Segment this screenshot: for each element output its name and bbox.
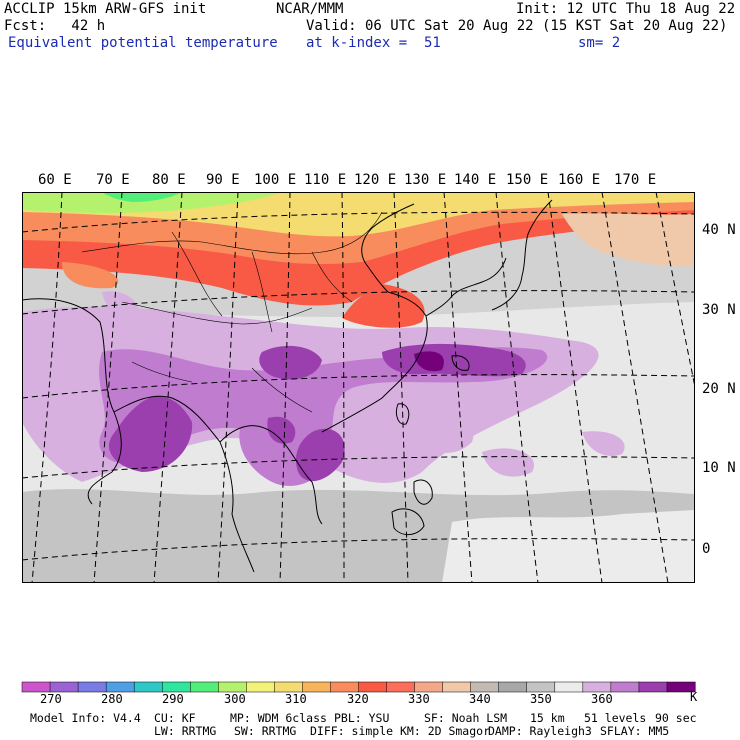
lon-label: 170 E [614, 172, 657, 188]
colorbar-cell [49, 681, 79, 693]
level-label: at k-index = 51 [306, 35, 441, 51]
colorbar-tick: 350 [530, 692, 552, 706]
resolution: 15 km [530, 711, 565, 725]
colorbar-cell [610, 681, 640, 693]
colorbar-tick: 340 [469, 692, 491, 706]
model-title: ACCLIP 15km ARW-GFS init [4, 1, 207, 17]
forecast-hour: Fcst: 42 h [4, 18, 106, 34]
colorbar-tick: 300 [224, 692, 246, 706]
theta-e-map [22, 192, 695, 583]
colorbar-tick: 360 [591, 692, 613, 706]
init-time: Init: 12 UTC Thu 18 Aug 22 [516, 1, 736, 17]
colorbar-cell [358, 681, 388, 693]
colorbar-cell [442, 681, 472, 693]
levels: 51 levels [584, 711, 647, 725]
colorbar-cell [414, 681, 444, 693]
sflay-scheme: SFLAY: MM5 [600, 724, 670, 738]
colorbar-cell [21, 681, 51, 693]
damp-scheme: DAMP: Rayleigh3 [488, 724, 592, 738]
colorbar-cell [638, 681, 668, 693]
colorbar-tick: 280 [101, 692, 123, 706]
lat-label: 40 N [702, 222, 736, 238]
colorbar-cell [470, 681, 500, 693]
lon-label: 150 E [506, 172, 549, 188]
lat-label: 10 N [702, 460, 736, 476]
colorbar-tick: 330 [408, 692, 430, 706]
colorbar-cell [77, 681, 107, 693]
lon-label: 80 E [152, 172, 186, 188]
field-name: Equivalent potential temperature [8, 35, 278, 51]
org-label: NCAR/MMM [276, 1, 344, 17]
colorbar-unit-label: K [690, 690, 698, 704]
colorbar-cell [274, 681, 303, 693]
colorbar-cell [190, 681, 219, 693]
colorbar-cell [302, 681, 332, 693]
lat-label: 20 N [702, 381, 736, 397]
lon-label: 140 E [454, 172, 497, 188]
lon-label: 110 E [304, 172, 347, 188]
smoothing-label: sm= 2 [578, 35, 621, 51]
pbl-scheme: PBL: YSU [334, 711, 390, 725]
colorbar-cell [554, 681, 584, 693]
colorbar-cell [218, 681, 247, 693]
colorbar-cell [246, 681, 275, 693]
colorbar-cell [582, 681, 612, 693]
colorbar-cell [133, 681, 163, 693]
lat-label: 0 [702, 541, 711, 557]
colorbar-cell [330, 681, 360, 693]
colorbar-cell [161, 681, 191, 693]
cu-scheme: CU: KF [154, 711, 196, 725]
lon-label: 120 E [354, 172, 397, 188]
colorbar-tick: 320 [347, 692, 369, 706]
lon-label: 70 E [96, 172, 130, 188]
lon-label: 130 E [404, 172, 447, 188]
sw-scheme: SW: RRTMG [234, 724, 297, 738]
lat-label: 30 N [702, 302, 736, 318]
colorbar-tick: 310 [285, 692, 307, 706]
colorbar-cell [498, 681, 528, 693]
lon-label: 60 E [38, 172, 72, 188]
colorbar-cell [526, 681, 556, 693]
lw-scheme: LW: RRTMG [154, 724, 217, 738]
colorbar-cell [386, 681, 416, 693]
lon-label: 90 E [206, 172, 240, 188]
km-scheme: KM: 2D Smagor [400, 724, 491, 738]
mp-scheme: MP: WDM 6class [230, 711, 327, 725]
colorbar: K [21, 681, 696, 693]
colorbar-tick: 290 [162, 692, 184, 706]
colorbar-cell [105, 681, 135, 693]
diff-scheme: DIFF: simple [310, 724, 394, 738]
valid-time: Valid: 06 UTC Sat 20 Aug 22 (15 KST Sat … [306, 18, 728, 34]
colorbar-cell [666, 681, 696, 693]
lon-label: 100 E [254, 172, 297, 188]
timestep: 90 sec [655, 711, 697, 725]
lon-label: 160 E [558, 172, 601, 188]
colorbar-tick: 270 [40, 692, 62, 706]
model-info: Model Info: V4.4 [30, 711, 141, 725]
sf-scheme: SF: Noah LSM [424, 711, 508, 725]
